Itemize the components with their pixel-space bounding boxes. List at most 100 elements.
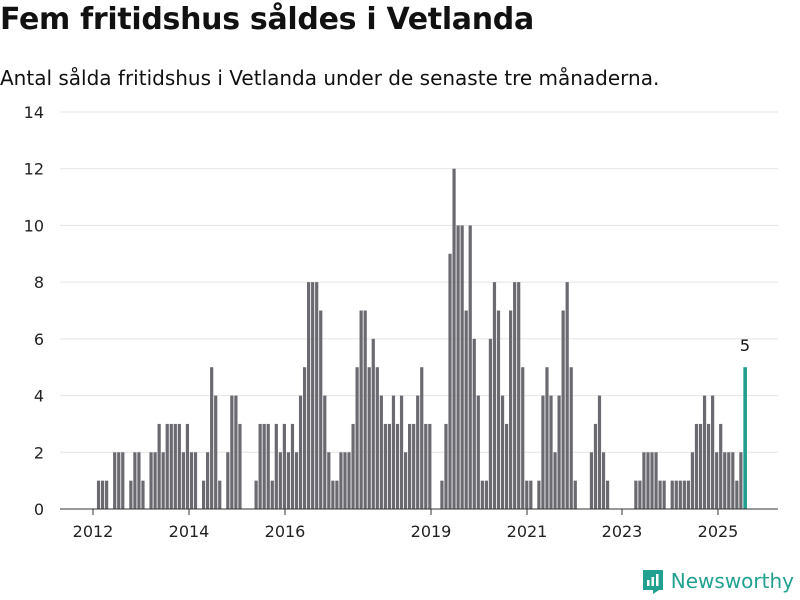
bar [428,423,432,509]
bar [395,423,400,509]
bar [553,452,557,509]
bar [363,310,367,509]
bar [96,480,101,509]
bar [521,367,525,509]
bar [286,452,291,509]
bar [468,225,472,509]
bar [545,367,549,509]
bar [133,452,137,509]
bar [153,452,157,509]
bar [561,310,565,509]
bar [105,480,109,509]
bar [674,480,678,509]
bar [739,452,743,509]
y-tick-label: 0 [34,500,44,519]
bar [500,395,505,509]
bar [193,452,198,509]
chart-title: Fem fritidshus såldes i Vetlanda [0,2,534,37]
bar [488,338,493,509]
bar [278,452,282,509]
bar [690,452,695,509]
bar [359,310,363,509]
brand-name: Newsworthy [670,569,794,593]
bar [706,423,711,509]
x-tick-label: 2025 [698,522,739,541]
bar [727,452,731,509]
bar [605,480,610,509]
bar [634,480,638,509]
bar [290,423,295,509]
x-tick-label: 2023 [602,522,643,541]
bar [408,423,412,509]
bar [311,282,315,509]
bar [682,480,686,509]
bar [476,395,480,509]
bar [262,423,266,509]
bar [525,480,529,509]
bar [715,452,719,509]
y-tick-label: 2 [34,443,44,462]
bar [597,395,602,509]
bar [165,423,169,509]
bar [319,310,323,509]
bar [117,452,121,509]
bar [206,452,210,509]
bar [266,423,270,509]
bar [331,480,335,509]
y-tick-label: 6 [34,330,44,349]
bar [573,480,577,509]
bar [302,367,307,509]
bar [723,452,727,509]
bar [226,452,230,509]
bar [731,452,735,509]
bar [711,395,715,509]
bar [189,452,194,509]
bar [181,452,185,509]
bar [379,395,383,509]
bar [137,452,141,509]
bar [351,423,355,509]
bar [565,282,569,509]
bar [569,367,573,509]
bar [492,282,497,509]
bar [444,423,448,509]
bar [504,423,509,509]
bar [678,480,682,509]
bar [323,395,327,509]
bar [403,452,408,509]
bar [270,480,274,509]
bar [698,423,703,509]
y-tick-label: 14 [24,103,44,122]
bar [541,395,545,509]
bar [719,423,723,509]
bar [375,367,379,509]
bar [185,423,190,509]
x-tick-label: 2016 [265,522,306,541]
bar [210,367,214,509]
bar [589,452,594,509]
bar [638,480,642,509]
bar [238,423,242,509]
bar [654,452,658,509]
bar [129,480,133,509]
bar [339,452,343,509]
bar [121,452,125,509]
bar [343,452,347,509]
bar [517,282,521,509]
bar [218,480,222,509]
newsworthy-icon [642,570,663,594]
bar [593,423,598,509]
bar [420,367,424,509]
bar [315,282,319,509]
bars [96,168,747,509]
bar [347,452,351,509]
bar [529,480,533,509]
bar [670,480,674,509]
bar [460,225,464,509]
bar [282,423,286,509]
bar [642,452,646,509]
bar [412,423,416,509]
bar [391,395,396,509]
bar [694,423,699,509]
